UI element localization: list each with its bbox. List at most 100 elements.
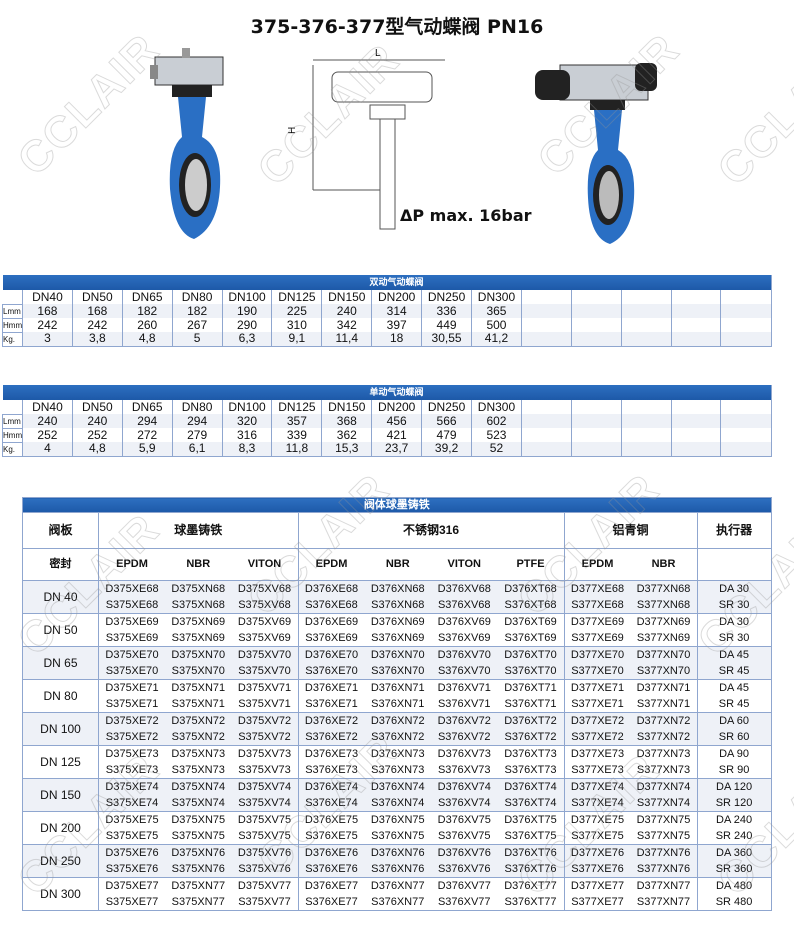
size-header: DN150 xyxy=(321,400,372,414)
model-code: D376XN72 xyxy=(364,712,431,729)
model-code: S377XN71 xyxy=(630,696,697,713)
model-code: D375XE68 xyxy=(98,580,165,597)
model-code: D375XV74 xyxy=(231,778,298,795)
model-code: S377XN72 xyxy=(630,729,697,746)
cell: 23,7 xyxy=(371,442,422,456)
model-code: D376XE73 xyxy=(297,745,365,762)
model-code: S377XN77 xyxy=(630,894,697,911)
actuator-code: DA 360 xyxy=(696,844,772,861)
model-code: D376XE70 xyxy=(297,646,365,663)
model-code: D375XV69 xyxy=(237,616,292,628)
cell: 18 xyxy=(371,332,422,346)
dn-label: DN 80 xyxy=(22,679,99,713)
model-code: D375XE75 xyxy=(98,811,165,828)
model-code: S375XV68 xyxy=(231,597,298,614)
model-code: D377XE76 xyxy=(563,844,631,861)
model-code: S375XE77 xyxy=(98,894,165,911)
cell: 5 xyxy=(171,332,223,346)
size-header: DN300 xyxy=(471,400,522,414)
table-row: DN 40 D375XE68 D375XN68 D375XV68 D376XE68 D37… xyxy=(22,580,772,614)
dn-label: DN 125 xyxy=(22,745,99,779)
model-code: S376XT73 xyxy=(497,762,564,779)
model-code: S377XE70 xyxy=(563,663,631,680)
model-code: D375XV68 xyxy=(231,580,298,597)
model-code: D376XV70 xyxy=(431,646,498,663)
table-row: DN 80 D375XE71 D375XN71 D375XV71 D376XE71 D37… xyxy=(22,679,772,713)
dim-L: L xyxy=(375,48,381,59)
cell: 4 xyxy=(22,442,73,456)
model-code: D375XN70 xyxy=(165,646,232,663)
seal-header: EPDM xyxy=(98,548,165,581)
model-code: D375XN73 xyxy=(171,748,226,760)
double_acting-table: 双动气动蝶阀 DN40 DN50 DN65 DN80 DN100 DN125 DN150 DN2… xyxy=(2,275,772,347)
model-code: S375XE69 xyxy=(98,630,165,647)
model-code: S376XT72 xyxy=(497,729,564,746)
model-code: D375XE70 xyxy=(98,646,165,663)
model-code: D376XT68 xyxy=(497,580,564,597)
model-code: D377XE72 xyxy=(563,712,631,729)
size-header: DN100 xyxy=(221,290,272,304)
model-code: S375XN68 xyxy=(165,597,232,614)
size-header: DN65 xyxy=(121,290,173,304)
model-code: S376XT74 xyxy=(497,795,564,812)
model-code: S377XE75 xyxy=(563,828,631,845)
actuator-code: SR 30 xyxy=(696,630,772,647)
size-header: DN50 xyxy=(71,400,123,414)
model-code: S375XN72 xyxy=(165,729,232,746)
model-code: D377XE70 xyxy=(563,646,631,663)
cell: 225 xyxy=(271,304,322,318)
model-code: D375XN72 xyxy=(165,712,232,729)
model-code: D375XN71 xyxy=(171,682,226,694)
cell: 602 xyxy=(471,414,522,428)
model-code: D375XV70 xyxy=(231,646,298,663)
cell: 240 xyxy=(22,414,73,428)
model-code: D376XT69 xyxy=(504,616,557,628)
model-code: S377XN69 xyxy=(630,630,697,647)
model-code: D377XN74 xyxy=(630,778,697,795)
model-code: D376XE76 xyxy=(297,844,365,861)
model-code: S375XE68 xyxy=(98,597,165,614)
model-code: S376XE73 xyxy=(297,762,365,779)
model-code: D376XE77 xyxy=(297,877,365,894)
watermark: CCLAIR xyxy=(8,24,170,186)
model-code: S377XE69 xyxy=(563,630,631,647)
actuator-code: SR 45 xyxy=(696,663,772,680)
cell: 267 xyxy=(171,318,223,332)
model-code: S376XT75 xyxy=(497,828,564,845)
model-code: S377XE68 xyxy=(563,597,631,614)
cell: 8,3 xyxy=(221,442,272,456)
table-row: Hmm 242 242 260 267 290 310 342 397 449 500 xyxy=(2,317,771,333)
model-code: S376XT77 xyxy=(497,894,564,911)
model-code: S375XV74 xyxy=(231,795,298,812)
model-code: D376XT76 xyxy=(497,844,564,861)
seal-label: 密封 xyxy=(22,548,99,581)
table-title: 阀体球墨铸铁 xyxy=(22,497,772,513)
model-code: D376XE75 xyxy=(297,811,365,828)
model-code: D376XN70 xyxy=(364,646,431,663)
model-code: S375XV76 xyxy=(231,861,298,878)
table-title: 单动气动蝶阀 xyxy=(22,385,771,400)
table-row: Kg. 3 3,8 4,8 5 6,3 9,1 11,4 18 30,55 41,2 xyxy=(2,331,771,347)
actuator-code: DA 90 xyxy=(696,745,772,762)
model-code: D376XV71 xyxy=(437,682,491,694)
cell: 316 xyxy=(221,428,272,442)
model-code: S376XN70 xyxy=(364,663,431,680)
cell: 294 xyxy=(121,414,173,428)
model-code: S376XN69 xyxy=(364,630,431,647)
actuator-code: DA 60 xyxy=(696,712,772,729)
model-code: D376XN73 xyxy=(370,748,425,760)
model-code: D376XV69 xyxy=(437,616,491,628)
actuator-code: DA 45 xyxy=(696,679,772,696)
cell: 500 xyxy=(471,318,522,332)
cell: 3 xyxy=(22,332,73,346)
model-code: S377XN76 xyxy=(630,861,697,878)
model-code: S375XV69 xyxy=(231,630,298,647)
size-header: DN250 xyxy=(421,290,472,304)
model-code: D376XV72 xyxy=(431,712,498,729)
size-header: DN250 xyxy=(421,400,472,414)
model-code: D376XT70 xyxy=(497,646,564,663)
model-code: D376XE74 xyxy=(297,778,365,795)
model-code: D377XE74 xyxy=(563,778,631,795)
model-code: D375XN68 xyxy=(165,580,232,597)
model-code: S376XV68 xyxy=(431,597,498,614)
